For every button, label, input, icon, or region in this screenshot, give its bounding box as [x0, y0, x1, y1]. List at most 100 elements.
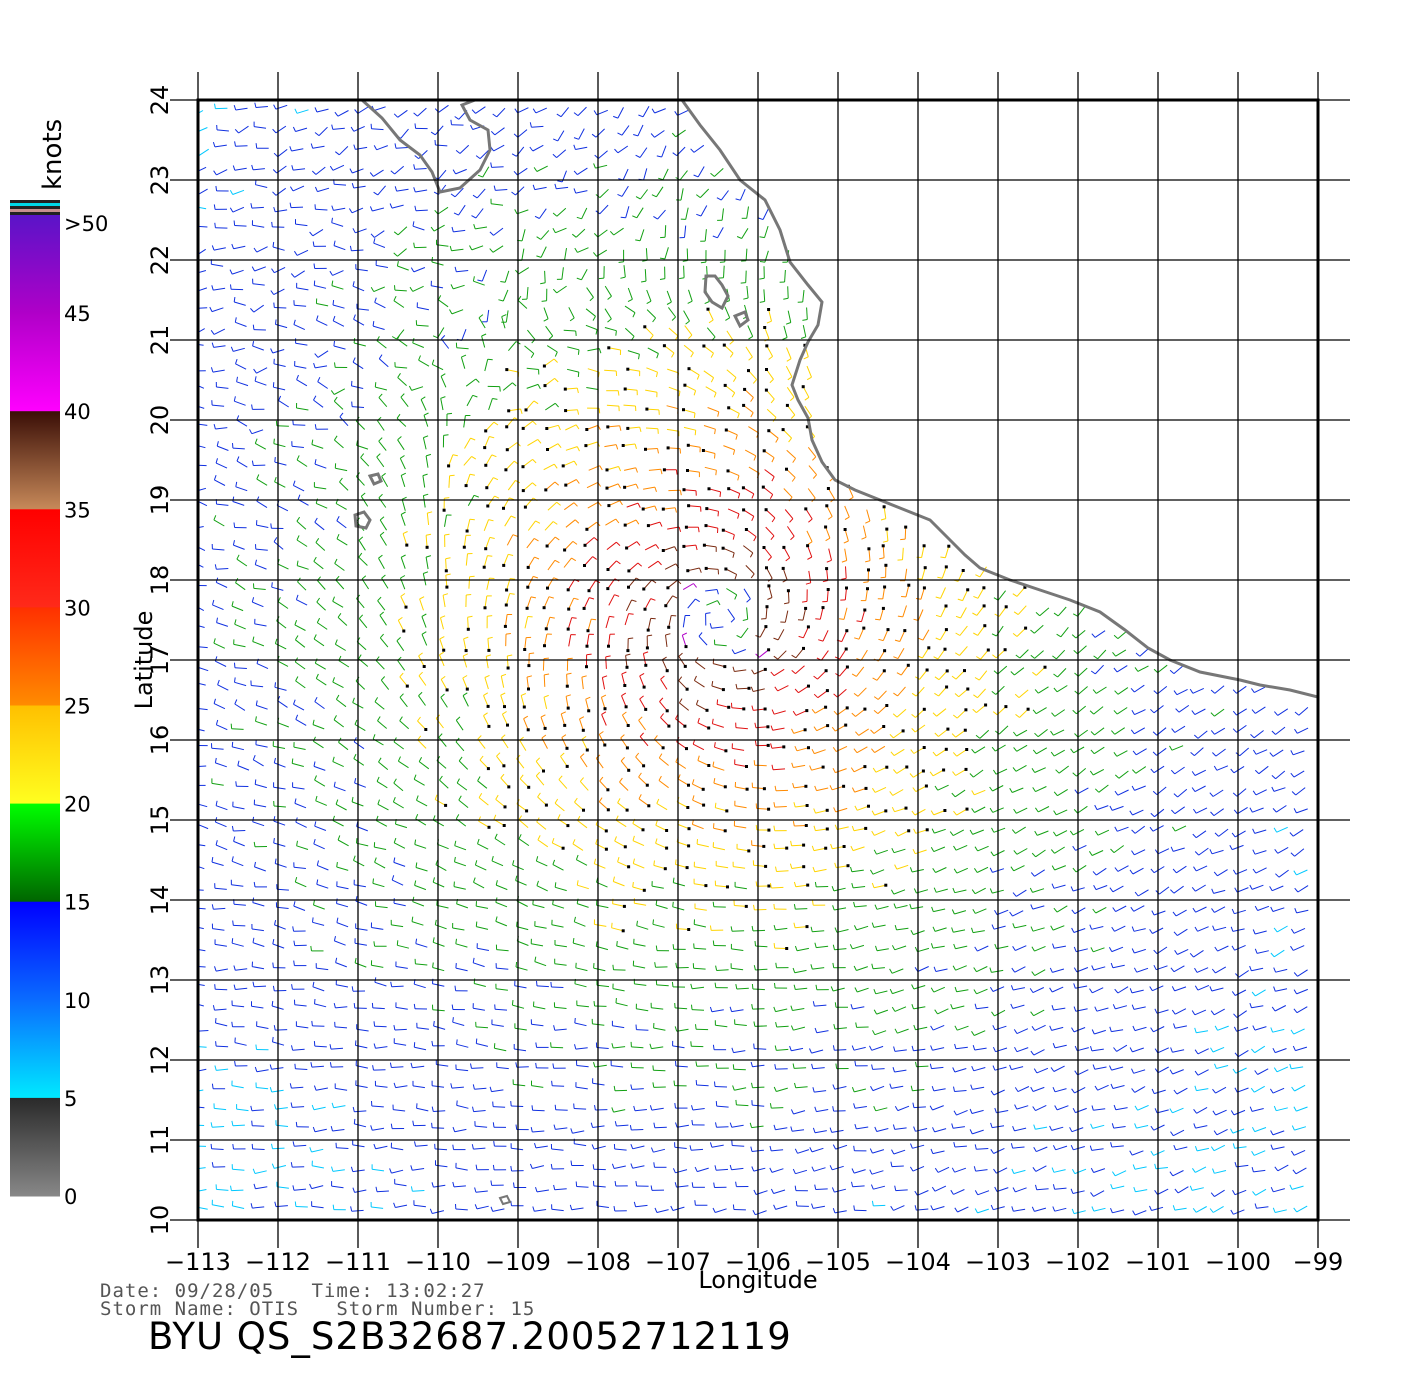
wind-barb-flag — [193, 860, 194, 865]
wind-barb — [952, 829, 965, 837]
wind-barb — [484, 677, 489, 690]
wind-barb — [317, 381, 328, 389]
wind-barb — [503, 554, 509, 566]
colorbar-band — [10, 607, 60, 706]
wind-barb — [882, 629, 889, 641]
wind-barb — [857, 687, 867, 697]
wind-barb-flag — [552, 288, 558, 294]
wind-barb — [536, 985, 549, 988]
wind-barb — [585, 308, 596, 317]
wind-barb-flag — [572, 839, 576, 845]
wind-barb-flag — [329, 165, 334, 171]
wind-barb — [873, 884, 886, 889]
wind-barb — [496, 949, 509, 952]
wind-barb — [1232, 928, 1245, 932]
wind-barb — [445, 575, 448, 588]
wind-barb — [296, 459, 308, 467]
wind-barb — [1039, 607, 1050, 617]
wind-barb-flag — [1071, 634, 1077, 639]
wind-barb — [394, 1042, 407, 1046]
wind-barb — [545, 617, 551, 629]
wind-barb — [734, 825, 747, 829]
wind-barb-flag — [1035, 612, 1041, 617]
wind-barb — [463, 638, 467, 651]
wind-barb-flag — [1110, 848, 1115, 853]
rain-flag-marker — [565, 684, 569, 688]
wind-barb — [395, 1006, 408, 1010]
wind-barb-flag — [639, 426, 642, 433]
wind-barb — [624, 327, 635, 337]
wind-barb — [643, 168, 648, 181]
wind-barb-flag — [1089, 924, 1093, 930]
wind-barb-flag — [697, 717, 700, 723]
wind-barb — [711, 1144, 724, 1148]
wind-barb-flag — [769, 378, 774, 384]
wind-barb — [675, 863, 688, 869]
wind-barb — [291, 148, 304, 152]
wind-barb — [581, 269, 588, 281]
wind-barb-flag — [855, 731, 860, 736]
wind-barb-flag — [213, 170, 217, 176]
wind-barb-flag — [1150, 708, 1155, 714]
wind-barb — [653, 864, 666, 870]
rain-flag-marker — [862, 626, 866, 630]
wind-barb — [897, 1105, 910, 1112]
wind-barb-flag — [991, 924, 995, 930]
wind-barb — [491, 1089, 504, 1093]
wind-barb-flag — [1190, 752, 1195, 756]
wind-barb-flag — [413, 774, 417, 780]
wind-barb — [1217, 869, 1228, 877]
wind-barb-flag — [615, 518, 620, 524]
wind-barb — [813, 847, 826, 852]
wind-barb — [235, 145, 248, 147]
wind-barb — [933, 908, 946, 913]
wind-barb — [315, 166, 326, 175]
wind-barb-flag — [561, 734, 567, 738]
wind-barb-flag — [688, 334, 693, 340]
wind-barb-flag — [735, 983, 738, 990]
wind-barb-flag — [714, 453, 716, 459]
wind-barb — [563, 329, 576, 332]
wind-barb — [198, 148, 209, 157]
wind-barb-flag — [672, 944, 675, 950]
wind-barb-flag — [477, 776, 481, 782]
wind-barb-flag — [331, 217, 333, 223]
wind-barb-flag — [616, 541, 621, 546]
wind-barb — [463, 456, 472, 466]
wind-barb-flag — [581, 675, 587, 678]
wind-barb-flag — [771, 709, 775, 715]
rain-flag-marker — [526, 728, 530, 732]
wind-barb-flag — [293, 960, 295, 966]
wind-barb-flag — [216, 617, 218, 623]
wind-barb-flag — [954, 1025, 958, 1031]
wind-barb — [516, 1066, 529, 1068]
wind-barb-flag — [315, 498, 318, 504]
wind-barb — [623, 265, 626, 278]
wind-barb — [1035, 707, 1047, 715]
wind-barb — [527, 438, 539, 447]
wind-barb — [313, 843, 325, 850]
wind-barb — [473, 962, 485, 968]
wind-barb — [680, 188, 684, 201]
wind-barb — [272, 246, 285, 251]
wind-barb — [311, 1148, 324, 1153]
wind-barb-flag — [381, 472, 386, 477]
wind-barb — [294, 1144, 307, 1147]
wind-barb-flag — [537, 835, 541, 841]
wind-barb — [1214, 906, 1226, 913]
wind-barb-flag — [313, 395, 317, 401]
wind-barb-flag — [450, 1083, 453, 1089]
rain-flag-marker — [904, 525, 908, 529]
wind-barb-flag — [712, 901, 715, 907]
wind-barb-flag — [1171, 728, 1176, 733]
wind-barb — [211, 861, 224, 866]
wind-barb-flag — [674, 546, 678, 552]
wind-barb — [477, 738, 486, 749]
wind-barb-flag — [1132, 1025, 1136, 1031]
wind-barb — [458, 799, 469, 808]
wind-barb-flag — [553, 358, 558, 363]
wind-barb-flag — [380, 676, 386, 681]
wind-barb — [664, 563, 677, 570]
wind-barb-flag — [992, 654, 997, 659]
rain-flag-marker — [723, 665, 727, 669]
